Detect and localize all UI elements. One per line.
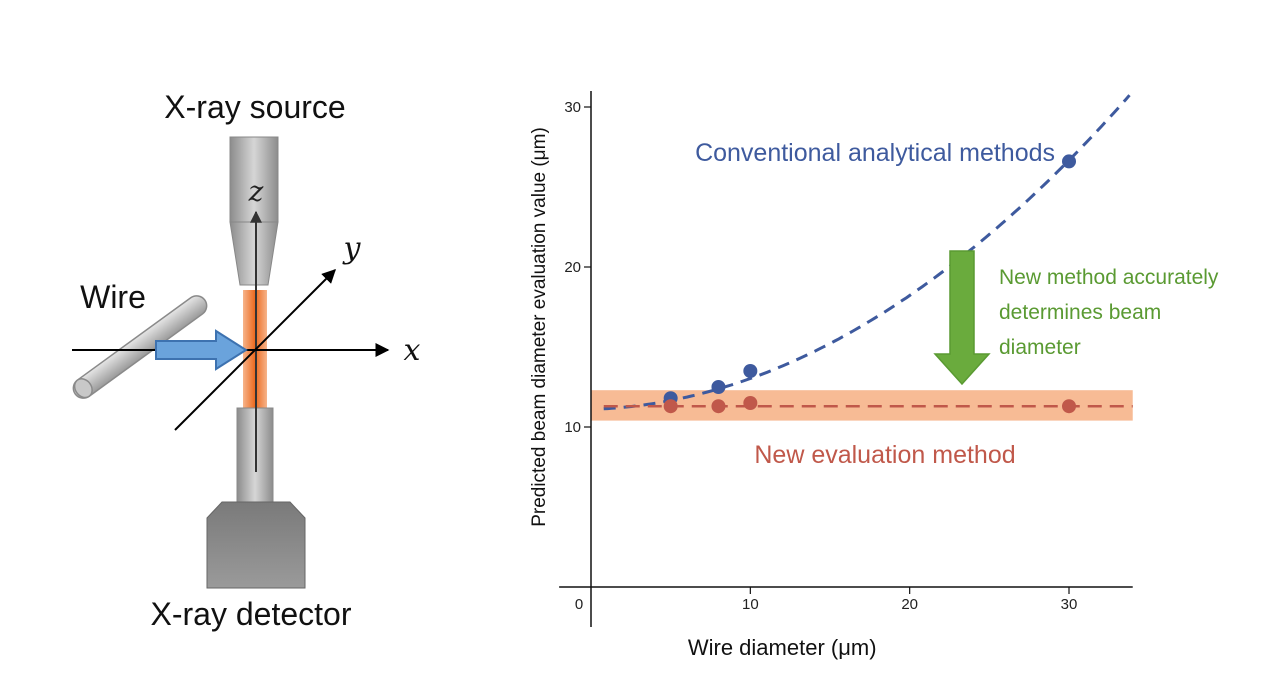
conventional-point — [711, 380, 726, 394]
x-tick-label: 10 — [742, 596, 759, 613]
y-axis-label: Predicted beam diameter evaluation value… — [529, 127, 550, 527]
wire-label: Wire — [80, 279, 146, 315]
x-tick-label: 0 — [575, 596, 583, 613]
new-method-series-label: New evaluation method — [754, 441, 1015, 469]
new-method-point — [1062, 399, 1076, 414]
new-method-point — [711, 399, 726, 414]
new-method-point — [663, 399, 678, 414]
conventional-fit-curve — [603, 94, 1131, 411]
annotation-line: determines beam — [999, 301, 1161, 324]
x-axis-label: Wire diameter (μm) — [688, 635, 877, 660]
wire-icon — [72, 295, 208, 399]
wire-direction-arrow-icon — [155, 329, 248, 371]
axis-y-label: y — [342, 231, 362, 266]
source-label: X-ray source — [164, 89, 345, 125]
x-tick-label: 30 — [1061, 596, 1078, 613]
annotation-line: diameter — [999, 336, 1081, 359]
axis-x-label: x — [404, 333, 421, 368]
conventional-point — [743, 364, 758, 378]
y-tick-label: 20 — [564, 259, 581, 276]
axis-z-label: z — [248, 175, 264, 208]
schematic: X-ray source Wire z y x X-ray detector — [72, 89, 421, 632]
xray-source-icon — [229, 136, 279, 286]
new-method-point — [743, 396, 758, 410]
y-tick-label: 30 — [564, 99, 581, 116]
detector-label: X-ray detector — [151, 596, 352, 632]
y-axis-line — [174, 269, 336, 431]
y-tick-label: 10 — [564, 419, 581, 436]
annotation-line: New method accurately — [999, 266, 1219, 289]
chart: 0 10 20 30 10 20 30 Wire diameter (μm) Predicted… — [529, 91, 1219, 660]
conventional-series-label: Conventional analytical methods — [695, 139, 1055, 167]
x-tick-label: 20 — [901, 596, 918, 613]
conventional-point — [1062, 154, 1076, 169]
down-arrow-icon — [933, 250, 991, 386]
